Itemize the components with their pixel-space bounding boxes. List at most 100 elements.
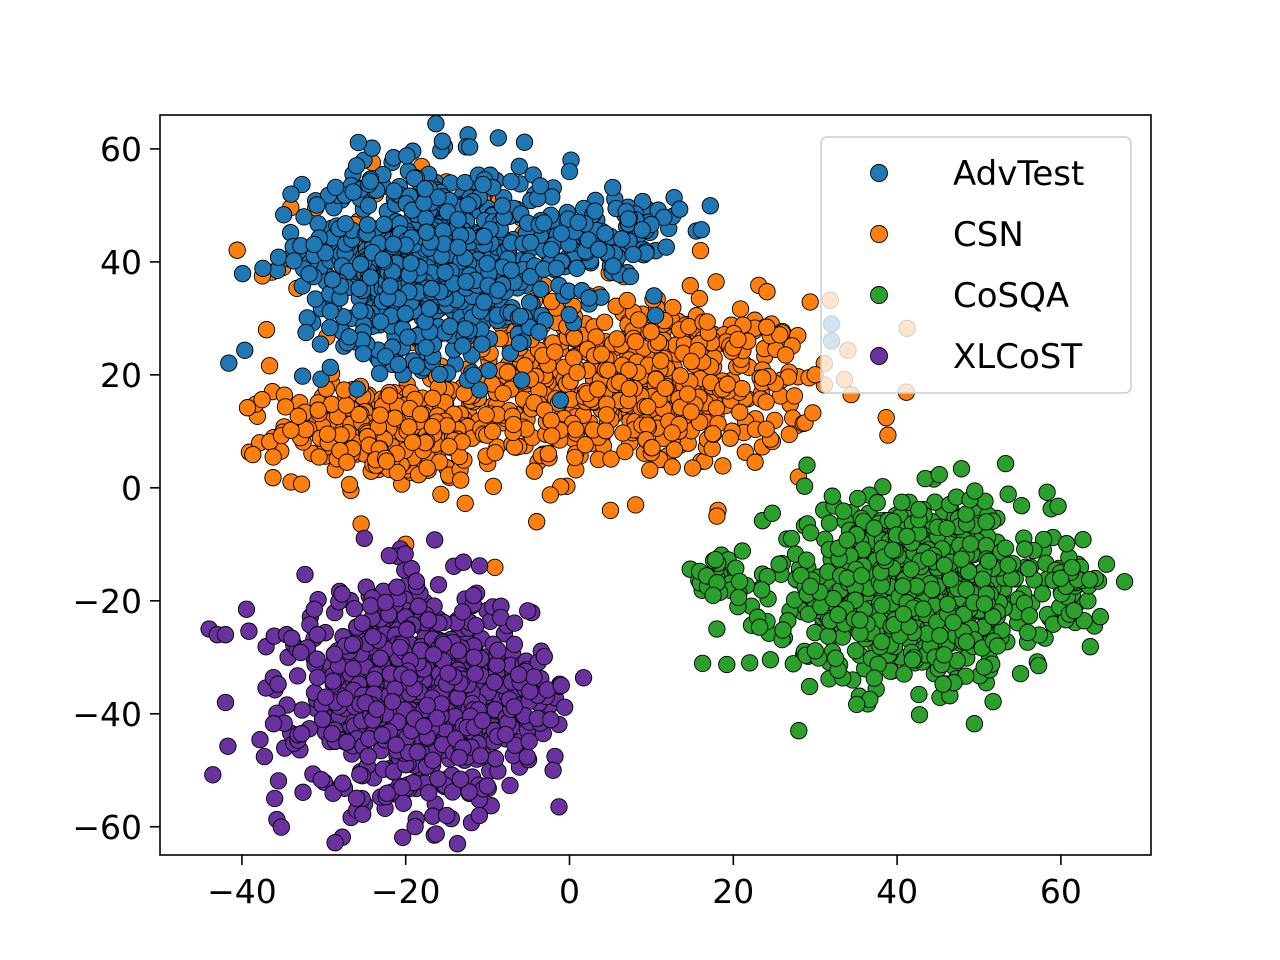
point-xlcost — [251, 731, 269, 749]
point-csn — [638, 416, 657, 434]
point-xlcost — [501, 776, 519, 795]
point-xlcost — [438, 806, 456, 825]
point-advtest — [269, 248, 288, 266]
point-cosqa — [761, 651, 780, 669]
point-xlcost — [378, 784, 396, 802]
point-advtest — [473, 335, 491, 353]
point-csn — [708, 507, 726, 525]
point-xlcost — [427, 825, 445, 843]
point-csn — [264, 448, 282, 466]
point-csn — [371, 406, 389, 424]
point-advtest — [560, 162, 579, 181]
points-layer — [200, 115, 1134, 853]
point-advtest — [323, 271, 342, 289]
point-advtest — [433, 132, 452, 150]
y-tick-label: 60 — [100, 130, 142, 169]
point-csn — [592, 345, 611, 363]
point-cosqa — [894, 605, 913, 623]
point-xlcost — [450, 748, 468, 767]
point-cosqa — [999, 556, 1017, 574]
point-cosqa — [846, 642, 865, 660]
point-cosqa — [1019, 623, 1037, 642]
point-advtest — [374, 250, 392, 269]
point-csn — [614, 424, 632, 442]
point-cosqa — [790, 722, 808, 740]
point-csn — [595, 313, 614, 331]
point-xlcost — [407, 572, 425, 590]
point-xlcost — [364, 628, 382, 646]
point-csn — [257, 321, 276, 339]
point-csn — [679, 385, 697, 403]
point-advtest — [389, 355, 408, 374]
point-cosqa — [801, 524, 820, 542]
point-advtest — [416, 180, 434, 198]
point-csn — [721, 429, 739, 447]
point-xlcost — [269, 772, 288, 790]
point-advtest — [233, 264, 252, 283]
point-advtest — [542, 240, 560, 259]
point-cosqa — [806, 642, 824, 660]
point-csn — [542, 411, 560, 430]
point-xlcost — [449, 642, 468, 660]
point-xlcost — [574, 669, 593, 687]
point-cosqa — [1016, 540, 1034, 558]
point-csn — [309, 401, 327, 419]
point-advtest — [275, 206, 293, 224]
point-xlcost — [473, 711, 492, 730]
point-csn — [310, 448, 328, 466]
x-tick-label: 20 — [712, 872, 754, 911]
point-csn — [804, 404, 822, 422]
point-xlcost — [296, 565, 314, 584]
point-advtest — [347, 157, 366, 175]
point-advtest — [464, 366, 483, 385]
point-advtest — [293, 175, 311, 194]
point-xlcost — [336, 689, 354, 708]
legend-box — [820, 136, 1132, 394]
point-csn — [238, 399, 257, 417]
point-csn — [771, 326, 789, 344]
point-advtest — [692, 221, 711, 239]
point-cosqa — [944, 613, 962, 632]
point-advtest — [344, 183, 362, 201]
point-advtest — [515, 133, 534, 151]
point-xlcost — [351, 766, 369, 784]
point-advtest — [552, 224, 571, 243]
point-csn — [665, 441, 684, 459]
point-xlcost — [345, 599, 364, 618]
point-csn — [596, 422, 615, 440]
point-advtest — [604, 257, 622, 275]
y-tick-label: 40 — [100, 243, 142, 282]
point-xlcost — [465, 648, 483, 666]
point-xlcost — [292, 725, 311, 743]
point-advtest — [312, 370, 330, 388]
point-advtest — [370, 364, 389, 383]
point-cosqa — [931, 627, 949, 645]
point-xlcost — [325, 645, 344, 663]
point-xlcost — [406, 817, 424, 836]
point-advtest — [326, 178, 345, 197]
point-cosqa — [1079, 592, 1097, 610]
point-csn — [707, 399, 726, 417]
point-cosqa — [1049, 497, 1067, 515]
point-xlcost — [216, 693, 235, 712]
legend-label-cosqa: CoSQA — [953, 276, 1069, 316]
point-xlcost — [308, 668, 327, 687]
point-advtest — [236, 341, 254, 359]
point-advtest — [510, 334, 529, 352]
point-advtest — [530, 323, 548, 341]
point-advtest — [511, 307, 529, 326]
point-cosqa — [704, 586, 722, 605]
point-advtest — [371, 313, 390, 331]
point-xlcost — [393, 778, 411, 797]
point-advtest — [671, 200, 689, 218]
point-csn — [620, 361, 638, 379]
point-csn — [626, 332, 645, 351]
point-xlcost — [343, 635, 362, 654]
point-cosqa — [910, 685, 928, 704]
point-csn — [777, 346, 795, 364]
point-csn — [758, 318, 776, 336]
y-tick-label: −40 — [72, 695, 142, 734]
x-tick-label: −40 — [207, 872, 277, 911]
point-csn — [698, 313, 716, 331]
point-advtest — [417, 223, 436, 241]
